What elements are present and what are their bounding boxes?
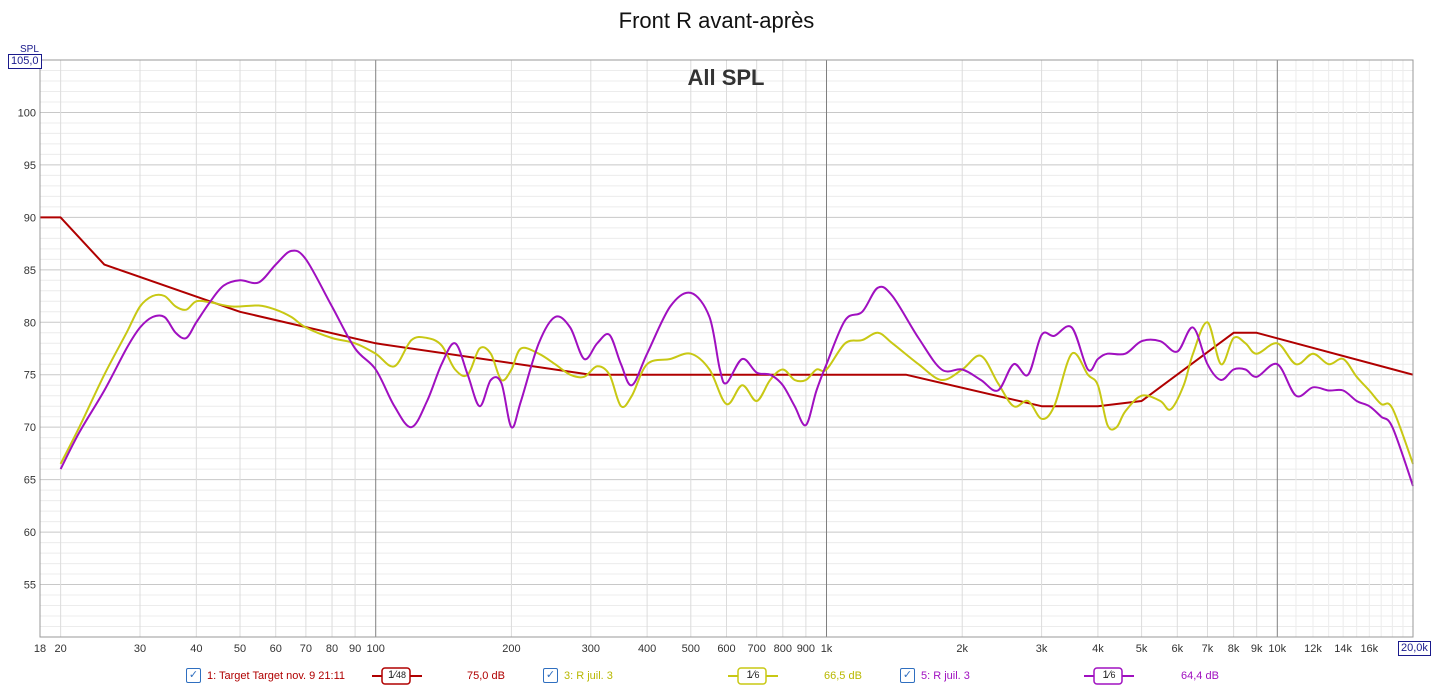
smoothing-selector[interactable]: 1⁄6	[1084, 666, 1134, 686]
x-tick-label: 60	[270, 643, 282, 655]
overlay-title: All SPL	[687, 65, 764, 90]
y-axis: 55 60 65 70 75 80 85 90 95 100	[18, 107, 36, 591]
y-max-readout[interactable]: 105,0	[8, 54, 42, 69]
smoothing-selector[interactable]: 1⁄6	[728, 666, 778, 686]
x-axis: 18 20 30 40 50 60 70 80 90 100 200 300 400 500 600 700 8…	[34, 643, 1379, 655]
legend-value: 75,0 dB	[467, 670, 505, 682]
smoothing-denominator: 6	[1110, 670, 1116, 680]
legend-item-target[interactable]: ✓ 1: Target Target nov. 9 21:11	[186, 668, 345, 683]
x-tick-label: 70	[300, 643, 312, 655]
x-tick-label: 300	[582, 643, 600, 655]
series-line-1	[40, 216, 1414, 408]
y-tick-label: 100	[18, 107, 36, 119]
y-tick-label: 55	[24, 580, 36, 592]
x-tick-label: 4k	[1092, 643, 1104, 655]
legend-value: 64,4 dB	[1181, 670, 1219, 682]
legend-item-r-juil-3-yellow[interactable]: ✓ 3: R juil. 3	[543, 668, 613, 683]
x-tick-label: 16k	[1360, 643, 1378, 655]
y-tick-label: 70	[24, 422, 36, 434]
x-tick-label: 700	[747, 643, 765, 655]
x-tick-label: 5k	[1136, 643, 1148, 655]
x-tick-label: 500	[682, 643, 700, 655]
x-tick-label: 50	[234, 643, 246, 655]
x-tick-label: 800	[774, 643, 792, 655]
series-lines	[40, 216, 1414, 487]
x-tick-label: 100	[367, 643, 385, 655]
legend-series-name: 1: Target Target nov. 9 21:11	[207, 669, 346, 682]
plot-border	[39, 59, 1414, 638]
legend-series-name: 3: R juil. 3	[564, 669, 613, 682]
x-tick-label: 30	[134, 643, 146, 655]
x-tick-label: 10k	[1268, 643, 1286, 655]
x-tick-label: 7k	[1202, 643, 1214, 655]
grid	[40, 59, 1414, 638]
x-tick-label: 90	[349, 643, 361, 655]
x-tick-label: 3k	[1036, 643, 1048, 655]
smoothing-numerator: 1	[388, 669, 395, 681]
series-line-3	[59, 249, 1414, 487]
y-tick-label: 65	[24, 475, 36, 487]
x-tick-label: 900	[797, 643, 815, 655]
legend-value: 66,5 dB	[824, 670, 862, 682]
x-tick-label: 200	[502, 643, 520, 655]
x-tick-label: 80	[326, 643, 338, 655]
smoothing-selector[interactable]: 1⁄48	[372, 666, 422, 686]
checkbox-checked-icon[interactable]: ✓	[900, 668, 915, 683]
y-tick-label: 95	[24, 160, 36, 172]
y-tick-label: 85	[24, 265, 36, 277]
x-tick-label: 14k	[1334, 643, 1352, 655]
y-tick-label: 60	[24, 527, 36, 539]
frequency-response-plot[interactable]: 55 60 65 70 75 80 85 90 95 100 18 20 30 40 50 60 70 80 90…	[0, 0, 1433, 666]
x-tick-label: 1k	[821, 643, 833, 655]
x-tick-label: 8k	[1228, 643, 1240, 655]
legend-series-name: 5: R juil. 3	[921, 669, 970, 682]
legend: ✓ 1: Target Target nov. 9 21:11 1⁄48 75,…	[0, 666, 1433, 688]
x-tick-label: 40	[190, 643, 202, 655]
x-tick-label: 2k	[956, 643, 968, 655]
checkbox-checked-icon[interactable]: ✓	[186, 668, 201, 683]
smoothing-numerator: 1	[1102, 669, 1109, 681]
y-axis-label: SPL	[20, 44, 39, 55]
x-tick-label: 12k	[1304, 643, 1322, 655]
x-tick-label: 20	[55, 643, 67, 655]
legend-item-r-juil-3-purple[interactable]: ✓ 5: R juil. 3	[900, 668, 970, 683]
checkbox-checked-icon[interactable]: ✓	[543, 668, 558, 683]
smoothing-denominator: 48	[395, 670, 406, 680]
smoothing-denominator: 6	[754, 670, 760, 680]
x-tick-label: 9k	[1251, 643, 1263, 655]
x-tick-label: 400	[638, 643, 656, 655]
x-tick-label: 18	[34, 643, 46, 655]
y-tick-label: 90	[24, 212, 36, 224]
series-line-2	[59, 293, 1414, 465]
x-tick-label: 600	[717, 643, 735, 655]
chart-title: Front R avant-après	[618, 8, 815, 33]
y-tick-label: 75	[24, 370, 36, 382]
y-tick-label: 80	[24, 317, 36, 329]
x-max-readout[interactable]: 20,0k	[1398, 641, 1431, 656]
x-tick-label: 6k	[1171, 643, 1183, 655]
smoothing-numerator: 1	[746, 669, 753, 681]
